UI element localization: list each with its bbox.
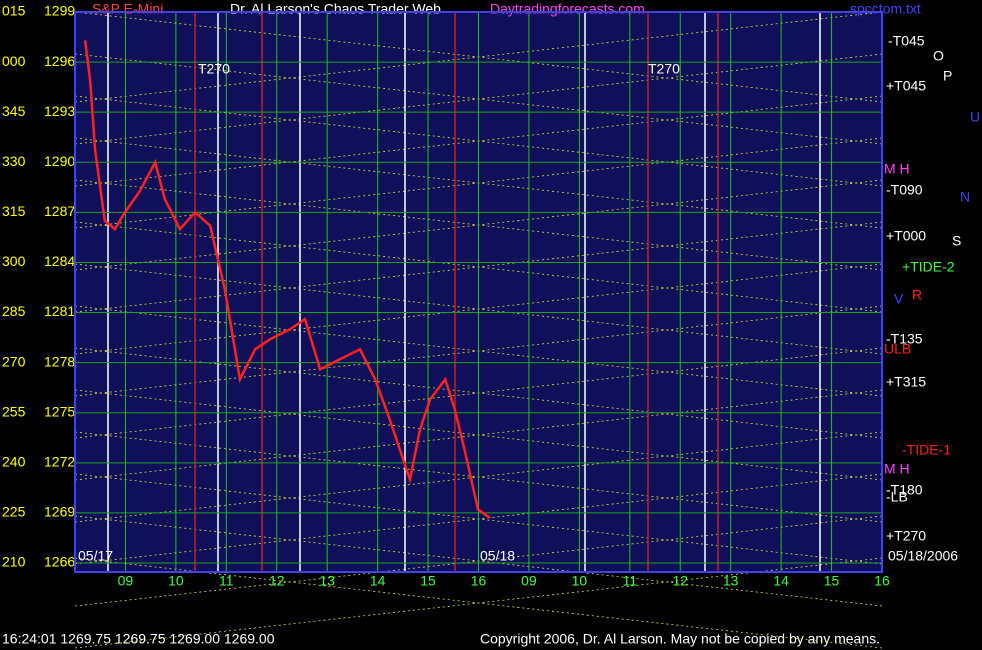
instrument: S&P E-Mini [92,1,163,17]
date-label: 05/18/2006 [888,548,958,564]
degree-label: 330 [2,153,26,169]
annotation: T270 [648,61,680,77]
degree-label: 225 [2,504,26,520]
status: 16:24:01 1269.75 1269.75 1269.00 1269.00 [2,631,275,647]
price-line [83,40,491,519]
degree-label: 015 [2,3,26,19]
y-tick-label: 1269 [44,504,75,520]
copyright: Copyright 2006, Dr. Al Larson. May not b… [480,631,880,647]
annotation: -T135 [886,331,923,347]
x-tick-label: 11 [623,573,638,589]
annotation: +T045 [886,78,926,94]
x-tick-label: 12 [269,573,285,589]
degree-label: 285 [2,303,26,319]
x-tick-label: 10 [168,573,184,589]
x-tick-label: 15 [420,573,436,589]
x-tick-label: 09 [521,573,537,589]
annotation: N [960,189,970,205]
x-tick-label: 09 [118,573,134,589]
plot-frame [74,11,883,573]
site: Daytradingforecasts.com [490,1,645,17]
y-tick-label: 1278 [44,353,75,369]
annotation: -T045 [888,33,925,49]
degree-label: 255 [2,403,26,419]
x-tick-label: 10 [572,573,588,589]
annotation: U [970,109,980,125]
x-tick-label: 16 [874,573,890,589]
x-tick-label: 14 [773,573,789,589]
x-tick-label: 14 [370,573,386,589]
annotation: ULB [884,341,911,357]
annotation: -T180 [886,482,923,498]
annotation: -TIDE-1 [902,442,951,458]
y-tick-label: 1293 [44,103,75,119]
annotation: M H [884,461,910,477]
y-tick-label: 1287 [44,203,75,219]
annotation: V [894,291,904,307]
annotation: R [912,287,922,303]
annotation: -T090 [886,182,923,198]
x-tick-label: 15 [824,573,840,589]
degree-label: 300 [2,253,26,269]
y-tick-label: 1281 [44,303,75,319]
annotation: +TIDE-2 [902,259,955,275]
y-tick-label: 1296 [44,53,75,69]
annotation: +T270 [886,528,926,544]
x-tick-label: 11 [219,573,234,589]
annotation: S [952,233,961,249]
y-tick-label: 1299 [44,3,75,19]
y-tick-label: 1272 [44,454,75,470]
annotation: M H [884,161,910,177]
y-tick-label: 1284 [44,253,75,269]
x-tick-label: 16 [471,573,487,589]
annotation: T270 [198,61,230,77]
annotation: -LB [886,489,908,505]
annotation: +T000 [886,228,926,244]
degree-label: 345 [2,103,26,119]
x-tick-label: 13 [319,573,335,589]
degree-label: 240 [2,454,26,470]
y-tick-label: 1266 [44,554,75,570]
annotation: P [943,68,952,84]
degree-label: 210 [2,554,26,570]
date-label: 05/18 [480,548,515,564]
x-tick-label: 13 [723,573,739,589]
annotation: O [933,48,944,64]
degree-label: 000 [2,53,26,69]
degree-label: 315 [2,203,26,219]
y-tick-label: 1275 [44,403,75,419]
x-tick-label: 12 [672,573,688,589]
annotation: +T315 [886,374,926,390]
degree-label: 270 [2,353,26,369]
y-tick-label: 1290 [44,153,75,169]
